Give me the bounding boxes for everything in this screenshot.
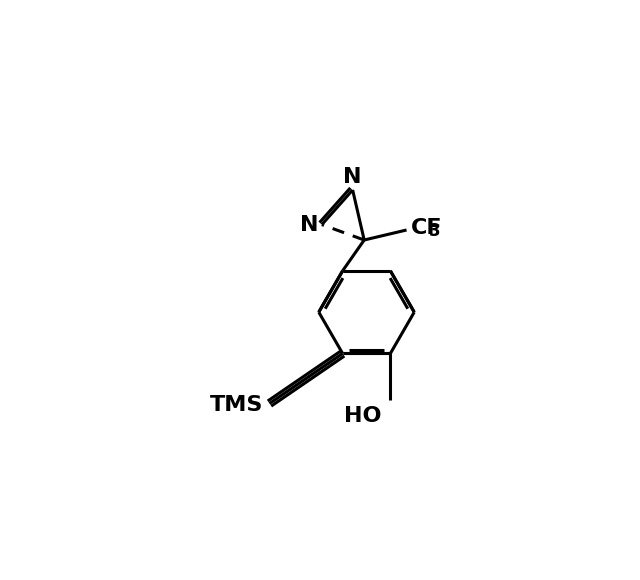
Text: HO: HO: [344, 406, 381, 426]
Text: CF: CF: [410, 219, 442, 238]
Text: N: N: [344, 167, 362, 187]
Text: N: N: [300, 215, 319, 234]
Text: 3: 3: [429, 222, 440, 240]
Text: TMS: TMS: [210, 395, 263, 415]
